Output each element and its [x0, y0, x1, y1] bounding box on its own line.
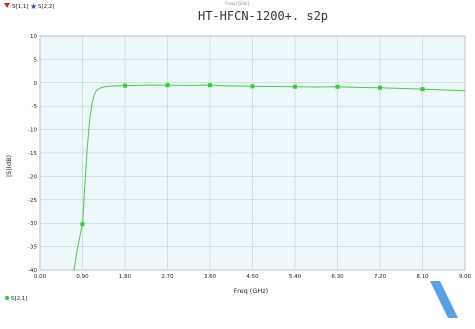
- x-tick-label: 0.90: [76, 274, 89, 280]
- y-tick-labels: 10 5 0 -5 -10 -15 -20 -25 -30 -35 -40: [28, 34, 37, 274]
- series-markers-s21: [80, 83, 425, 227]
- x-tick-label: 8.10: [416, 274, 429, 280]
- y-tick-label: -10: [28, 128, 37, 134]
- top-legend: S[1,1] ★ S[2,2]: [4, 2, 55, 11]
- s21-legend-label: S[2,1]: [11, 296, 28, 302]
- x-tick-label: 9.00: [459, 274, 472, 280]
- y-tick-label: 0: [34, 81, 38, 87]
- series-marker: [293, 84, 297, 89]
- y-axis-label: |S|(dB): [5, 155, 13, 177]
- x-tick-label: 0.00: [34, 274, 47, 280]
- series-marker: [250, 84, 255, 89]
- top-caption: Freq [GHz]: [225, 1, 249, 7]
- x-axis-label: Freq (GHz): [234, 287, 268, 295]
- y-tick-label: -25: [28, 198, 37, 204]
- x-tick-label: 3.60: [204, 274, 217, 280]
- x-tick-labels: 0.00 0.90 1.80 2.70 3.60 4.50 5.40 6.30 7.20 8.10…: [34, 274, 472, 280]
- grid-lines: [39, 35, 466, 271]
- series-marker: [165, 83, 170, 88]
- y-tick-label: -15: [28, 151, 37, 157]
- x-tick-label: 1.80: [119, 274, 132, 280]
- series-marker: [123, 83, 127, 88]
- y-tick-label: 10: [30, 34, 37, 40]
- bottom-legend: S[2,1]: [4, 295, 28, 302]
- x-tick-label: 2.70: [161, 274, 174, 280]
- y-tick-label: -40: [28, 268, 37, 274]
- x-tick-label: 4.50: [246, 274, 259, 280]
- s11-legend-label: S[1,1]: [12, 4, 29, 10]
- y-tick-label: -20: [28, 174, 37, 180]
- y-tick-label: -30: [28, 221, 37, 227]
- y-tick-label: 5: [34, 57, 38, 63]
- series-marker: [335, 84, 340, 89]
- series-line-s21: [73, 84, 466, 271]
- series-marker: [378, 85, 382, 90]
- s21-legend-marker: [4, 295, 10, 301]
- x-tick-label: 6.30: [331, 274, 344, 280]
- corner-watermark: [430, 281, 458, 318]
- s11-legend-marker: [4, 3, 10, 8]
- series-marker: [80, 222, 85, 227]
- y-tick-label: -5: [32, 104, 38, 110]
- series-marker: [420, 87, 425, 92]
- y-tick-label: -35: [28, 245, 37, 251]
- x-tick-label: 7.20: [374, 274, 387, 280]
- chart-title: HT-HFCN-1200+. s2p: [198, 9, 328, 23]
- s22-legend-label: S[2,2]: [38, 4, 55, 10]
- series-marker: [208, 83, 212, 88]
- x-tick-label: 5.40: [289, 274, 302, 280]
- s22-legend-marker: ★: [30, 2, 37, 11]
